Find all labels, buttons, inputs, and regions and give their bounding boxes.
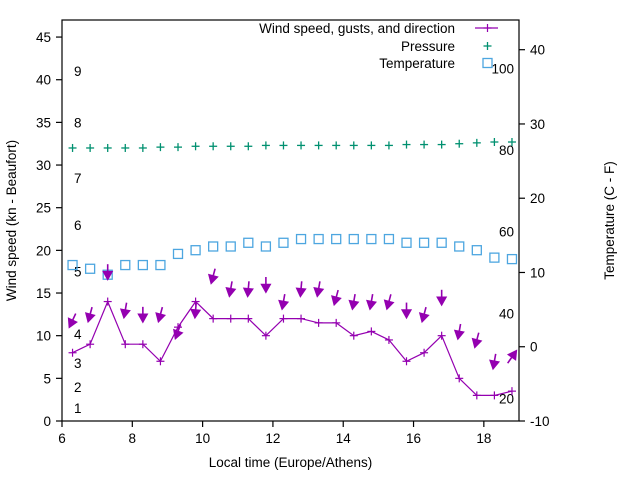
y-axis-tick-label: 40: [36, 73, 51, 88]
y-axis-tick-label: 30: [36, 158, 51, 173]
x-axis-tick-label: 6: [58, 431, 66, 446]
x-axis-tick-label: 14: [336, 431, 352, 446]
beaufort-scale-label: 4: [74, 327, 82, 342]
wind-direction-arrow-head: [119, 308, 131, 320]
wind-direction-arrow-head: [137, 313, 149, 324]
beaufort-scale-label: 1: [74, 401, 82, 416]
plot-frame: [61, 19, 520, 422]
wind-direction-arrow-head: [67, 317, 78, 329]
temperature-point: [137, 259, 149, 271]
beaufort-scale-label: 2: [74, 380, 82, 395]
y-axis-tick-label: 35: [36, 115, 51, 130]
temperature-point: [172, 248, 184, 260]
y-axis-tick-label: 5: [43, 371, 51, 386]
beaufort-scale-label: 7: [74, 171, 82, 186]
wind-direction-arrow-head: [471, 337, 483, 349]
wind-direction-arrow-head: [84, 312, 96, 324]
x-axis-title: Local time (Europe/Athens): [209, 455, 373, 470]
wind-direction-arrow-head: [453, 329, 465, 341]
fahrenheit-scale-label: 40: [499, 306, 514, 321]
y-axis-tick-label: 25: [36, 201, 51, 216]
wind-direction-arrow-head: [190, 308, 202, 320]
wind-direction-arrow-head: [506, 349, 518, 361]
temperature-point: [454, 241, 465, 252]
y2-axis-tick-label: 40: [530, 43, 545, 58]
temperature-point: [401, 237, 412, 248]
y-axis-tick-label: 45: [36, 30, 51, 45]
fahrenheit-scale-label: 20: [499, 392, 514, 407]
x-axis-tick-label: 10: [195, 431, 210, 446]
wind-direction-arrow-head: [260, 283, 272, 294]
fahrenheit-scale-label: 100: [491, 61, 514, 76]
legend-label-1: Pressure: [401, 39, 455, 54]
wind-direction-arrow-head: [436, 296, 448, 307]
temperature-point: [278, 237, 289, 248]
y-axis-tick-label: 10: [36, 329, 51, 344]
wind-speed-line: [72, 300, 513, 396]
temperature-point: [313, 233, 324, 245]
wind-direction-arrow-head: [225, 287, 237, 298]
y2-axis-tick-label: 30: [530, 117, 545, 132]
legend-label-0: Wind speed, gusts, and direction: [259, 21, 455, 36]
temperature-point: [295, 233, 307, 245]
wind-direction-arrow-head: [489, 359, 501, 371]
wind-direction-arrow-head: [366, 299, 377, 311]
y-axis-title: Wind speed (kn - Beaufort): [4, 140, 19, 301]
wind-direction-arrow-head: [155, 312, 167, 324]
wind-direction-arrow-head: [400, 309, 413, 320]
y-axis-tick-label: 20: [36, 243, 51, 258]
y2-axis-tick-label: -10: [530, 414, 550, 429]
x-axis-tick-label: 16: [406, 431, 421, 446]
wind-direction-arrow-head: [383, 299, 395, 311]
beaufort-scale-label: 5: [74, 265, 82, 280]
fahrenheit-scale-label: 80: [499, 143, 514, 158]
temperature-point: [120, 259, 131, 271]
y-axis-tick-label: 15: [36, 286, 51, 301]
temperature-point: [418, 237, 430, 248]
wind-direction-arrow-head: [348, 299, 360, 311]
wind-direction-arrow-head: [278, 299, 290, 311]
temperature-point: [506, 253, 518, 265]
y-axis-tick-label: 0: [43, 414, 51, 429]
temperature-point: [84, 263, 96, 274]
wind-direction-arrow-head: [418, 312, 430, 324]
wind-direction-arrow-head: [102, 270, 114, 281]
y2-axis-title: Temperature (C - F): [602, 161, 617, 280]
temperature-point: [471, 245, 482, 256]
y2-axis-tick-label: 10: [530, 265, 545, 280]
x-axis-tick-label: 8: [129, 431, 137, 446]
y2-axis-tick-label: 20: [530, 191, 545, 206]
temperature-point: [260, 241, 272, 252]
temperature-point: [243, 237, 254, 248]
x-axis-tick-label: 12: [265, 431, 280, 446]
y2-axis-tick-label: 0: [530, 340, 538, 355]
legend-label-2: Temperature: [379, 56, 455, 71]
temperature-point: [190, 245, 201, 256]
wind-direction-arrow-head: [295, 287, 307, 298]
temperature-point: [489, 252, 500, 263]
wind-direction-arrow-head: [331, 295, 342, 307]
fahrenheit-scale-label: 60: [499, 225, 514, 240]
temperature-point: [366, 233, 377, 245]
beaufort-scale-label: 9: [74, 64, 82, 79]
temperature-point: [331, 233, 342, 245]
beaufort-scale-label: 6: [74, 218, 82, 233]
wind-direction-arrow-head: [242, 287, 254, 298]
wind-direction-arrow-head: [173, 328, 184, 341]
wind-direction-arrow-head: [207, 273, 219, 285]
temperature-point: [67, 259, 78, 271]
x-axis-tick-label: 18: [476, 431, 491, 446]
temperature-point: [348, 233, 359, 245]
temperature-point: [383, 233, 395, 245]
beaufort-scale-label: 3: [74, 356, 82, 371]
legend-marker-temperature: [482, 57, 493, 69]
temperature-point: [225, 241, 236, 252]
temperature-point: [436, 237, 447, 248]
temperature-point: [155, 259, 166, 271]
wind-direction-arrow-head: [313, 287, 325, 298]
temperature-point: [208, 241, 219, 252]
beaufort-scale-label: 8: [74, 115, 82, 130]
